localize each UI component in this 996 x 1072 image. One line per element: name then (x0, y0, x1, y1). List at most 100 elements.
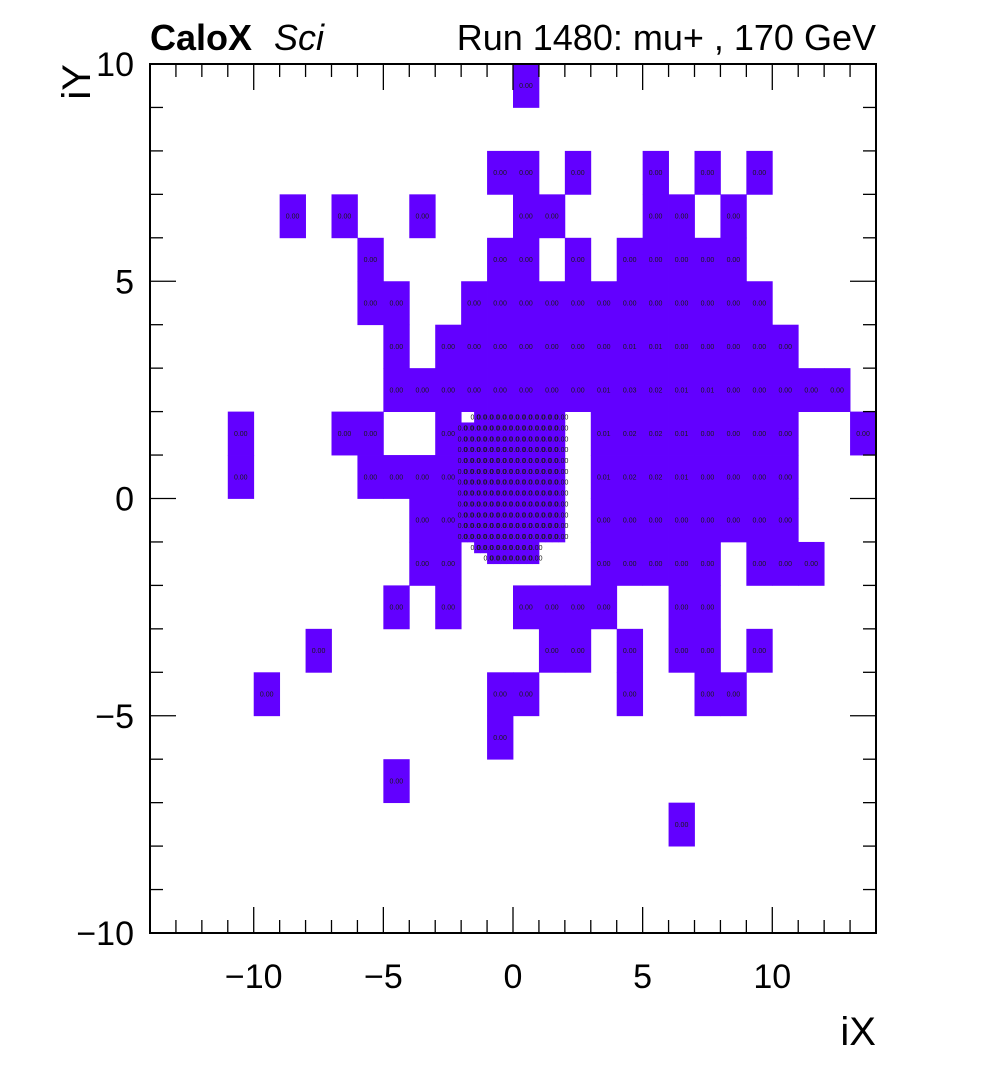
heatmap-fine-cell-label: 0.00 (535, 491, 549, 498)
heatmap-cell (564, 324, 592, 369)
heatmap-cell-label: 0.00 (753, 344, 767, 351)
heatmap-cell-label: 0.00 (727, 300, 741, 307)
heatmap-fine-cell-label: 0.00 (484, 556, 498, 563)
heatmap-fine-cell (493, 541, 501, 554)
heatmap-cell-label: 0.00 (649, 561, 663, 568)
heatmap-fine-cell-label: 0.00 (535, 447, 549, 454)
heatmap-cell (772, 541, 799, 586)
heatmap-fine-cell-label: 0.00 (484, 512, 498, 519)
heatmap-cell (746, 628, 773, 673)
heatmap-cell-label: 0.00 (415, 474, 429, 481)
heatmap-fine-cell (493, 433, 501, 445)
heatmap-fine-cell (467, 455, 475, 467)
heatmap-cell (720, 194, 747, 239)
heatmap-fine-cell (461, 476, 469, 489)
heatmap-fine-cell (487, 422, 494, 434)
heatmap-fine-cell-label: 0.00 (464, 480, 478, 487)
heatmap-fine-cell (513, 541, 520, 554)
heatmap-fine-cell (513, 411, 520, 423)
heatmap-cell-label: 0.00 (519, 300, 533, 307)
heatmap-cell-label: 0.00 (441, 387, 455, 394)
heatmap-fine-cell (487, 455, 494, 467)
heatmap-fine-cell (487, 541, 494, 554)
heatmap-fine-cell (538, 444, 546, 456)
heatmap-cell (487, 324, 514, 369)
heatmap-cell-label: 0.00 (701, 692, 715, 699)
heatmap-fine-cell (493, 487, 501, 499)
heatmap-cell-label: 0.00 (701, 344, 715, 351)
heatmap-cell-label: 0.00 (571, 170, 585, 177)
heatmap-fine-cell-label: 0.00 (490, 534, 504, 541)
y-tick-label: 5 (115, 263, 134, 301)
heatmap-fine-cell-label: 0.00 (458, 501, 472, 508)
heatmap-fine-cell (545, 498, 553, 510)
heatmap-cell-label: 0.00 (675, 344, 689, 351)
heatmap-cell-label: 0.00 (571, 387, 585, 394)
heatmap-cell-label: 0.00 (727, 431, 741, 438)
heatmap-fine-cell (558, 455, 566, 467)
heatmap-fine-cell-label: 0.00 (509, 447, 523, 454)
heatmap-fine-cell (487, 433, 494, 445)
heatmap-cell-label: 0.00 (390, 778, 404, 785)
heatmap-cell-label: 0.00 (364, 431, 378, 438)
heatmap-cell-label: 0.00 (778, 474, 792, 481)
heatmap-fine-cell (513, 487, 520, 499)
heatmap-cell-label: 0.00 (623, 692, 637, 699)
heatmap-cell-label: 0.00 (727, 474, 741, 481)
heatmap-cell-label: 0.00 (467, 300, 481, 307)
heatmap-cell (694, 368, 721, 412)
heatmap-cell (383, 324, 410, 369)
heatmap-fine-cell-label: 0.00 (542, 512, 556, 519)
heatmap-fine-cell (558, 509, 566, 521)
heatmap-fine-cell (506, 476, 514, 489)
heatmap-cell-label: 0.00 (597, 344, 611, 351)
heatmap-fine-cell (558, 476, 566, 489)
heatmap-fine-cell-label: 0.00 (548, 480, 562, 487)
x-tick-label: 5 (633, 958, 652, 996)
heatmap-cell (694, 237, 721, 282)
heatmap-fine-cell (500, 433, 507, 445)
heatmap-fine-cell-label: 0.00 (529, 491, 543, 498)
heatmap-fine-cell-label: 0.00 (522, 469, 536, 476)
heatmap-fine-cell-label: 0.00 (496, 512, 510, 519)
heatmap-fine-cell (558, 531, 566, 543)
heatmap-cell-label: 0.00 (441, 344, 455, 351)
heatmap-fine-cell (558, 422, 566, 434)
heatmap-fine-cell-label: 0.00 (542, 436, 556, 443)
heatmap-fine-cell (500, 509, 507, 521)
axis-ticks (149, 63, 877, 934)
heatmap-fine-cell (525, 444, 533, 456)
heatmap-fine-cell (461, 455, 469, 467)
heatmap-fine-cell-label: 0.00 (503, 491, 517, 498)
heatmap-fine-cell (538, 531, 546, 543)
heatmap-cell-label: 0.00 (675, 605, 689, 612)
heatmap-fine-cell-label: 0.00 (477, 545, 491, 552)
heatmap-cell (668, 628, 695, 673)
heatmap-fine-cell-label: 0.00 (503, 436, 517, 443)
heatmap-cell-label: 0.00 (701, 648, 715, 655)
heatmap-fine-cell-label: 0.00 (477, 436, 491, 443)
heatmap-fine-cell-label: 0.00 (471, 436, 485, 443)
heatmap-cell (538, 281, 566, 326)
heatmap-cell-label: 0.01 (675, 474, 689, 481)
heatmap-cell-label: 0.00 (597, 605, 611, 612)
heatmap-fine-cell (545, 465, 553, 478)
brand-suffix: Sci (274, 17, 325, 58)
heatmap-fine-cell (487, 411, 494, 423)
heatmap-cell (564, 150, 592, 195)
heatmap-cell-label: 0.00 (519, 692, 533, 699)
heatmap-cell (513, 150, 540, 195)
heatmap-fine-cell-label: 0.00 (542, 491, 556, 498)
heatmap-fine-cell-label: 0.00 (471, 491, 485, 498)
heatmap-cell (720, 324, 747, 369)
heatmap-fine-cell (467, 498, 475, 510)
heatmap-cell (305, 628, 332, 673)
heatmap-cell-label: 0.02 (623, 431, 637, 438)
heatmap-fine-cell-label: 0.00 (464, 436, 478, 443)
heatmap-fine-cell (525, 552, 533, 565)
heatmap-cell-label: 0.00 (623, 561, 637, 568)
heatmap-fine-cell (493, 455, 501, 467)
heatmap-fine-cell-label: 0.00 (484, 415, 498, 422)
heatmap-cell-label: 0.00 (519, 387, 533, 394)
heatmap-fine-cell (558, 433, 566, 445)
